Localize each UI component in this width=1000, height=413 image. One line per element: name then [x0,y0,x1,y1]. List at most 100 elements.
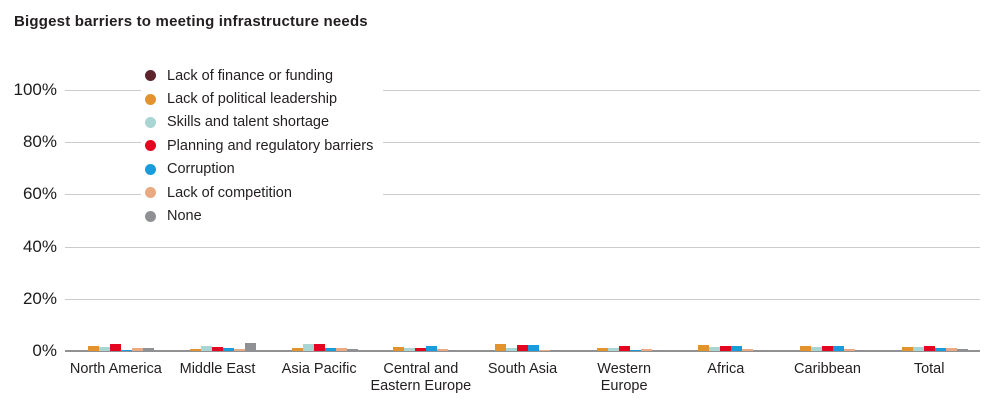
bar-group [281,321,358,351]
legend-label: Lack of finance or funding [167,67,334,84]
bar-group [586,321,663,351]
bar [822,345,833,351]
x-axis-category-label: North America [69,361,162,377]
bar [629,349,641,351]
bar [302,344,314,351]
legend-label: Planning and regulatory barriers [167,137,374,154]
bar [833,346,844,351]
legend-item: Skills and talent shortage [145,111,373,134]
legend-label: Corruption [167,161,235,178]
chart-title: Biggest barriers to meeting infrastructu… [14,13,368,30]
bar-group [77,321,155,351]
bar [720,345,732,351]
bar [335,347,347,351]
bar [855,350,866,351]
bar [618,345,630,351]
x-axis-category-label: Africa [707,361,745,377]
legend-swatch-icon [145,70,156,82]
bar [234,348,245,351]
bar-group [687,321,765,351]
y-axis-tick-label: 100% [13,80,57,99]
bar [698,345,710,351]
legend-swatch-icon [145,93,156,105]
bar [607,347,619,351]
y-axis-tick-label: 20% [22,288,57,308]
bar [426,346,438,351]
legend-swatch-icon [145,210,156,222]
bar [912,347,924,351]
y-axis-tick-label: 40% [22,236,57,256]
gridline [65,194,980,196]
bar [110,344,122,351]
x-axis-category-label: Caribbean [794,361,861,377]
legend-swatch-icon [145,187,156,199]
legend-label: Lack of competition [167,184,292,201]
bar [132,348,144,351]
bar-group [484,321,561,351]
baseline [65,350,980,352]
legend-item: Lack of political leadership [145,87,373,110]
bar [143,348,155,351]
legend-item: Corruption [145,158,373,181]
bar [223,348,234,351]
bar [945,348,957,351]
legend: Lack of finance or funding Lack of politi… [141,62,384,232]
legend-label: Skills and talent shortage [167,114,330,131]
bar [324,348,336,351]
bar [901,347,913,351]
bar [437,348,449,351]
bar [550,350,561,351]
gridline [65,90,980,91]
bar [415,347,427,351]
bar [539,349,550,351]
bar [651,349,663,351]
bar [404,347,416,351]
bar [800,346,811,351]
bar [245,343,256,351]
bar [844,348,855,351]
legend-item: None [145,204,373,227]
bar [923,345,935,351]
bar-group [891,321,968,351]
bar [811,347,822,351]
legend-label: None [167,208,202,225]
bar-group [179,321,256,351]
bar [596,347,608,351]
bar [934,348,946,351]
bar [956,348,968,351]
gridline [65,298,980,300]
gridline [65,142,980,144]
bar [201,345,212,351]
bar [528,345,539,351]
legend-swatch-icon [145,140,156,152]
y-axis-tick-label: 0% [32,341,57,360]
bar [346,348,358,351]
bar [506,348,517,351]
bar [291,348,303,351]
bar [448,350,460,351]
bar [190,348,201,351]
bar [313,344,325,351]
y-axis-tick-label: 80% [22,132,57,152]
bar [99,347,111,351]
bar [495,344,506,351]
bar [393,347,405,351]
bar [212,347,223,351]
x-axis-category-label: Total [913,361,945,377]
bar [88,345,100,351]
legend-label: Lack of political leadership [167,91,338,108]
y-axis-tick-label: 60% [22,184,57,204]
legend-item: Lack of competition [145,181,373,204]
bar [640,348,652,351]
x-axis-category-label: South Asia [487,361,558,377]
x-axis-category-label: Central and Eastern Europe [370,361,472,394]
legend-item: Planning and regulatory barriers [145,134,373,157]
bar [709,347,721,351]
legend-swatch-icon [145,116,156,128]
bar [517,345,528,351]
bar [731,345,743,351]
x-axis-category-label: Middle East [179,361,256,377]
x-axis-category-label: Asia Pacific [281,361,357,377]
legend-swatch-icon [145,163,156,175]
